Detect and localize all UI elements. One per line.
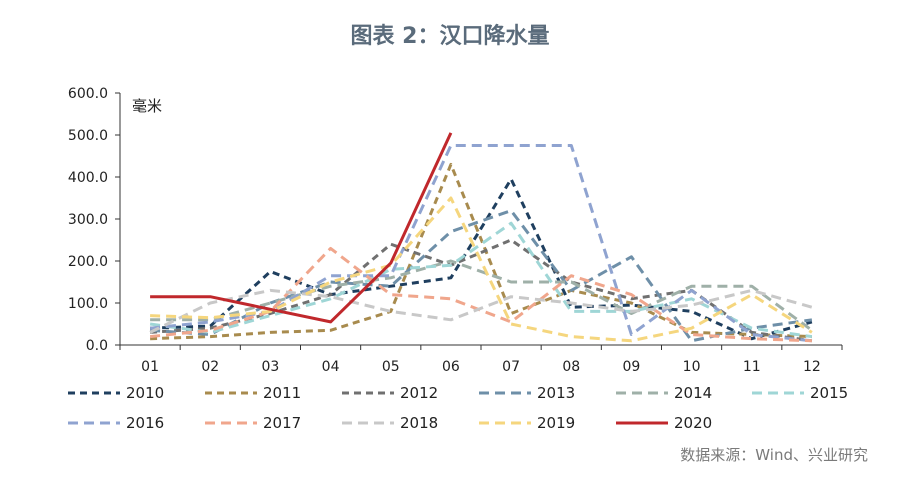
legend-label-2013: 2013 bbox=[537, 384, 575, 402]
legend-label-2010: 2010 bbox=[126, 384, 164, 402]
source-note: 数据来源：Wind、兴业研究 bbox=[680, 446, 868, 464]
x-tick-label: 03 bbox=[262, 359, 280, 375]
x-tick-label: 02 bbox=[201, 359, 219, 375]
chart-series-lines bbox=[149, 132, 813, 343]
y-tick-label: 400.0 bbox=[68, 170, 108, 186]
x-tick-label: 08 bbox=[562, 359, 580, 375]
series-line-2016 bbox=[149, 144, 813, 343]
legend-label-2012: 2012 bbox=[400, 384, 438, 402]
legend-label-2017: 2017 bbox=[263, 414, 301, 432]
y-tick-label: 500.0 bbox=[68, 128, 108, 144]
y-tick-label: 600.0 bbox=[68, 86, 108, 102]
legend-label-2015: 2015 bbox=[810, 384, 848, 402]
y-tick-label: 200.0 bbox=[68, 254, 108, 270]
x-tick-label: 12 bbox=[803, 359, 821, 375]
x-tick-label: 09 bbox=[623, 359, 641, 375]
x-tick-label: 04 bbox=[322, 359, 340, 375]
y-tick-label: 0.0 bbox=[86, 338, 108, 354]
legend-label-2011: 2011 bbox=[263, 384, 301, 402]
series-line-2010 bbox=[150, 177, 813, 341]
chart-axes: 0.0 100.0 200.0 300.0 400.0 500.0 600.0 01 02 03 0… bbox=[68, 86, 843, 375]
y-tick-label: 300.0 bbox=[68, 212, 108, 228]
x-tick-label: 01 bbox=[141, 359, 159, 375]
x-tick-label: 07 bbox=[502, 359, 520, 375]
y-tick-label: 100.0 bbox=[68, 296, 108, 312]
series-line-2017 bbox=[149, 246, 812, 343]
legend-label-2020: 2020 bbox=[674, 414, 712, 432]
x-tick-label: 10 bbox=[683, 359, 701, 375]
chart-legend: 2010 2011 2012 2013 2014 2015 2016 2017 2018 2019… bbox=[68, 384, 848, 432]
x-tick-label: 06 bbox=[442, 359, 460, 375]
series-line-2011 bbox=[150, 162, 812, 341]
series-line-2020 bbox=[150, 132, 453, 324]
y-axis-unit-label: 毫米 bbox=[132, 97, 162, 115]
series-line-2019 bbox=[150, 196, 813, 343]
x-tick-label: 11 bbox=[743, 359, 761, 375]
legend-label-2018: 2018 bbox=[400, 414, 438, 432]
legend-label-2016: 2016 bbox=[126, 414, 164, 432]
legend-label-2019: 2019 bbox=[537, 414, 575, 432]
chart-title: 图表 2：汉口降水量 bbox=[350, 24, 550, 49]
legend-label-2014: 2014 bbox=[674, 384, 712, 402]
x-tick-label: 05 bbox=[382, 359, 400, 375]
series-line-2018 bbox=[149, 288, 813, 334]
